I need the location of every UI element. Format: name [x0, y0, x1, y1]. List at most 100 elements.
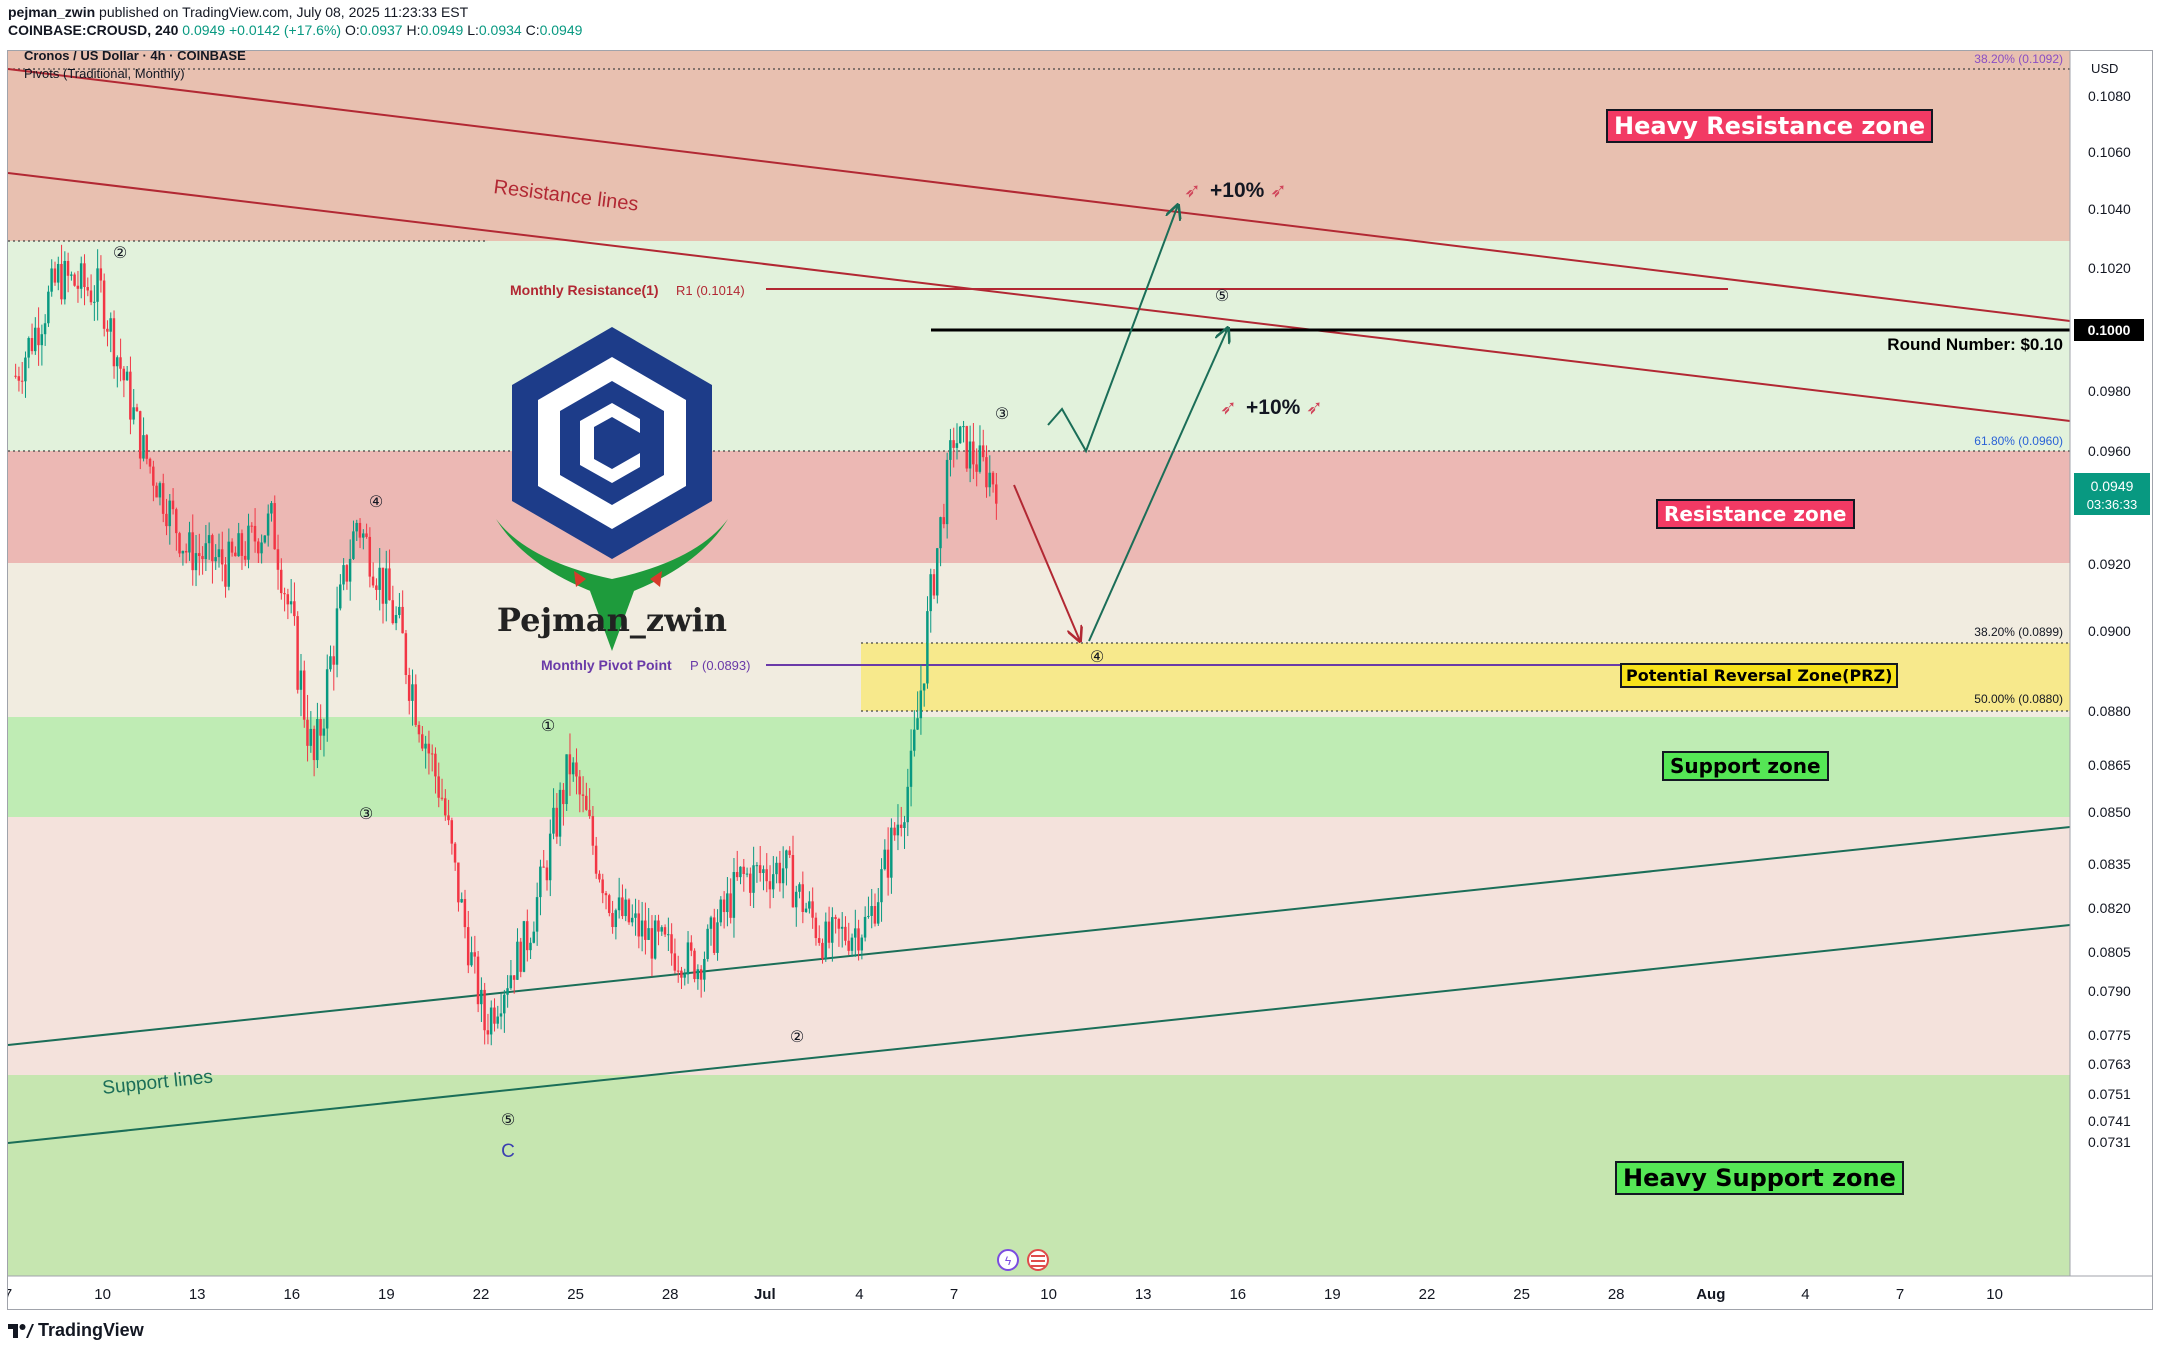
candle-body — [863, 916, 867, 938]
candle-body — [250, 525, 253, 527]
rocket-icon-left-2: ➶ — [1220, 397, 1237, 419]
candle-body — [611, 913, 614, 928]
time-tick-label: 4 — [1801, 1286, 1809, 1303]
candle-body — [322, 728, 326, 736]
candle-body — [152, 466, 155, 486]
candle-body — [168, 500, 171, 527]
candle-body — [33, 327, 37, 352]
monthly-r1-value: R1 (0.1014) — [676, 283, 745, 298]
price-tick-label: 0.0805 — [2088, 944, 2131, 960]
candle-body — [443, 798, 447, 816]
heavy-support-label: Heavy Support zone — [1615, 1161, 1904, 1195]
candle-body — [450, 820, 454, 844]
candle-body — [234, 552, 237, 557]
candle-body — [831, 917, 834, 943]
candle-body — [220, 549, 224, 565]
resistance-line-lower[interactable] — [8, 172, 2071, 422]
candle-body — [742, 866, 745, 875]
wave-label: ① — [541, 718, 555, 735]
candle-body — [227, 541, 230, 587]
time-tick-label: 7 — [1896, 1286, 1904, 1303]
candle-body — [112, 318, 116, 367]
price-tick-label: 0.0960 — [2088, 443, 2131, 459]
candle-body — [585, 795, 588, 810]
event-flash-glyph: ϟ — [1005, 1254, 1012, 1268]
candle-body — [706, 928, 709, 959]
candle-body — [316, 719, 319, 761]
candle-body — [204, 543, 208, 560]
price-tick-label: 0.1060 — [2088, 144, 2131, 160]
time-tick-label: 16 — [1229, 1286, 1246, 1303]
candle-body — [79, 263, 83, 289]
publisher-name[interactable]: pejman_zwin — [8, 4, 96, 20]
support-line-lower[interactable] — [8, 924, 2071, 1144]
candle-body — [371, 576, 375, 586]
candle-body — [463, 899, 467, 928]
time-tick-label: 10 — [1040, 1286, 1057, 1303]
candle-body — [870, 906, 873, 916]
chart-legend-title[interactable]: Cronos / US Dollar · 4h · COINBASE — [24, 51, 246, 63]
candle-body — [873, 906, 877, 924]
candle-body — [676, 970, 680, 972]
candle-body — [342, 565, 345, 585]
projection-path-green-b — [1047, 205, 1178, 454]
candle-body — [421, 734, 424, 749]
time-tick-label: 19 — [378, 1286, 395, 1303]
candle-body — [56, 263, 60, 283]
candle-body — [817, 938, 821, 943]
logo-c-letter — [580, 403, 640, 483]
candle-body — [70, 274, 73, 276]
candle-body — [332, 656, 335, 665]
candle-body — [735, 872, 739, 878]
price-change: +0.0142 (+17.6%) — [228, 22, 342, 38]
candle-body — [657, 920, 660, 932]
candle-body — [503, 994, 506, 1014]
candle-body — [913, 729, 916, 751]
candle-body — [545, 867, 549, 881]
candle-body — [778, 862, 782, 884]
candle-body — [689, 942, 693, 951]
support-line-upper[interactable] — [8, 826, 2071, 1046]
candle-body — [437, 776, 440, 798]
candle-body — [624, 899, 627, 917]
fib-618-label: 61.80% (0.0960) — [1974, 434, 2063, 448]
candle-body — [368, 536, 372, 577]
candle-body — [404, 633, 408, 675]
candle-body — [339, 584, 342, 609]
price-tick-label: 0.0865 — [2088, 757, 2131, 773]
wave-label: ⑤ — [1215, 288, 1229, 305]
candle-body — [775, 862, 778, 875]
price-chart[interactable]: USD 0.1080 0.1060 0.1040 0.1020 0.1000 0.0980… — [8, 51, 2153, 1310]
time-tick-group: 7 10 13 16 19 22 25 28 Jul 4 7 10 13 16 19 22 25 28 Aug 4 7 1… — [8, 1286, 2003, 1303]
candle-body — [319, 719, 322, 736]
candle-body — [506, 988, 509, 995]
candle-body — [804, 908, 808, 912]
candle-body — [283, 593, 286, 595]
candle-body — [716, 922, 719, 953]
candle-body — [575, 762, 578, 777]
event-flash-icon[interactable] — [997, 1249, 1019, 1271]
candle-body — [447, 815, 450, 821]
candle-body — [876, 902, 880, 924]
price-axis[interactable]: USD 0.1080 0.1060 0.1040 0.1020 0.1000 0.0980… — [2069, 51, 2153, 1276]
candle-body — [427, 743, 431, 754]
tradingview-footer[interactable]: TradingView — [8, 1320, 144, 1341]
resistance-line-upper[interactable] — [8, 68, 2071, 322]
logo-green-drop — [590, 591, 634, 651]
candle-body — [309, 728, 312, 746]
time-axis[interactable]: 7 10 13 16 19 22 25 28 Jul 4 7 10 13 16 19 22 25 28 Aug 4 7 1… — [8, 1275, 2153, 1310]
wave-c-label: C — [501, 1141, 515, 1162]
time-axis-bg — [8, 1276, 2152, 1309]
candle-body — [906, 786, 909, 823]
candle-body — [709, 917, 713, 929]
candle-body — [929, 574, 932, 612]
candle-body — [529, 942, 532, 951]
candle-body — [768, 881, 772, 890]
candle-body — [329, 656, 332, 670]
candle-body — [765, 869, 768, 882]
chart-area[interactable]: USD 0.1080 0.1060 0.1040 0.1020 0.1000 0.0980… — [7, 50, 2153, 1310]
close-value: 0.0949 — [539, 22, 583, 38]
candle-body — [40, 334, 44, 346]
candle-body — [899, 824, 903, 828]
chart-legend-indicator[interactable]: Pivots (Traditional, Monthly) — [24, 65, 185, 81]
